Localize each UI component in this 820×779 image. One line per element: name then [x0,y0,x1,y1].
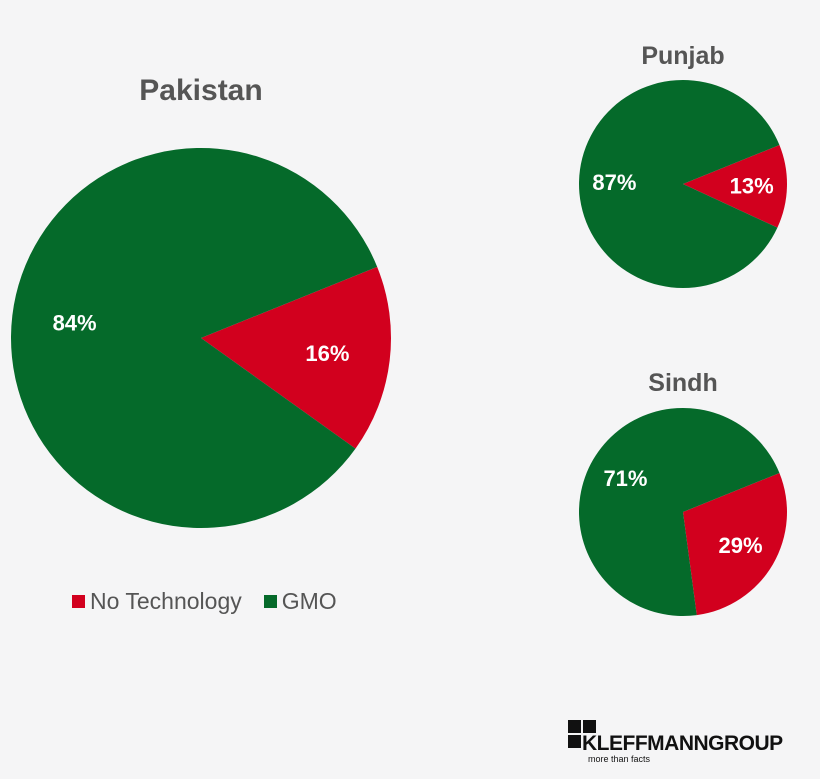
chart-title-punjab: Punjab [641,42,724,70]
legend-item-gmo: GMO [263,588,337,615]
legend-swatch-no-technology [72,595,85,608]
logo-mark-icon [568,720,598,750]
legend-label-no-technology: No Technology [90,588,242,614]
data-label-pakistan-no-technology: 16% [305,341,349,366]
chart-title-pakistan: Pakistan [139,74,262,107]
pie-slice-pakistan-gmo [11,147,378,528]
data-label-punjab-gmo: 87% [592,170,636,195]
legend-swatch-gmo [263,595,277,608]
data-label-pakistan-gmo: 84% [53,311,97,336]
data-label-punjab-no-technology: 13% [730,173,774,198]
pie-chart-sindh: Sindh 29% 71% [579,369,787,616]
pie-slice-punjab-no-technology [683,145,788,228]
pie-chart-punjab: Punjab 13% 87% [579,42,788,289]
pie-slice-punjab-gmo [579,80,780,289]
data-label-sindh-gmo: 71% [603,466,647,491]
chart-title-sindh: Sindh [648,369,717,397]
pie-slice-sindh-gmo [579,408,780,616]
pie-slice-sindh-no-technology [683,473,787,616]
logo-name: KLEFFMANNGROUP [582,732,783,755]
data-label-sindh-no-technology: 29% [719,533,763,558]
pie-slice-pakistan-no-technology [201,266,391,449]
legend-item-no-technology: No Technology [72,588,242,615]
legend: No Technology GMO [72,588,337,615]
logo-tagline: more than facts [588,754,651,764]
pie-chart-pakistan: Pakistan 16% 84% [11,74,391,528]
kleffmann-logo: KLEFFMANNGROUP more than facts [568,718,812,766]
legend-label-gmo: GMO [281,588,337,614]
